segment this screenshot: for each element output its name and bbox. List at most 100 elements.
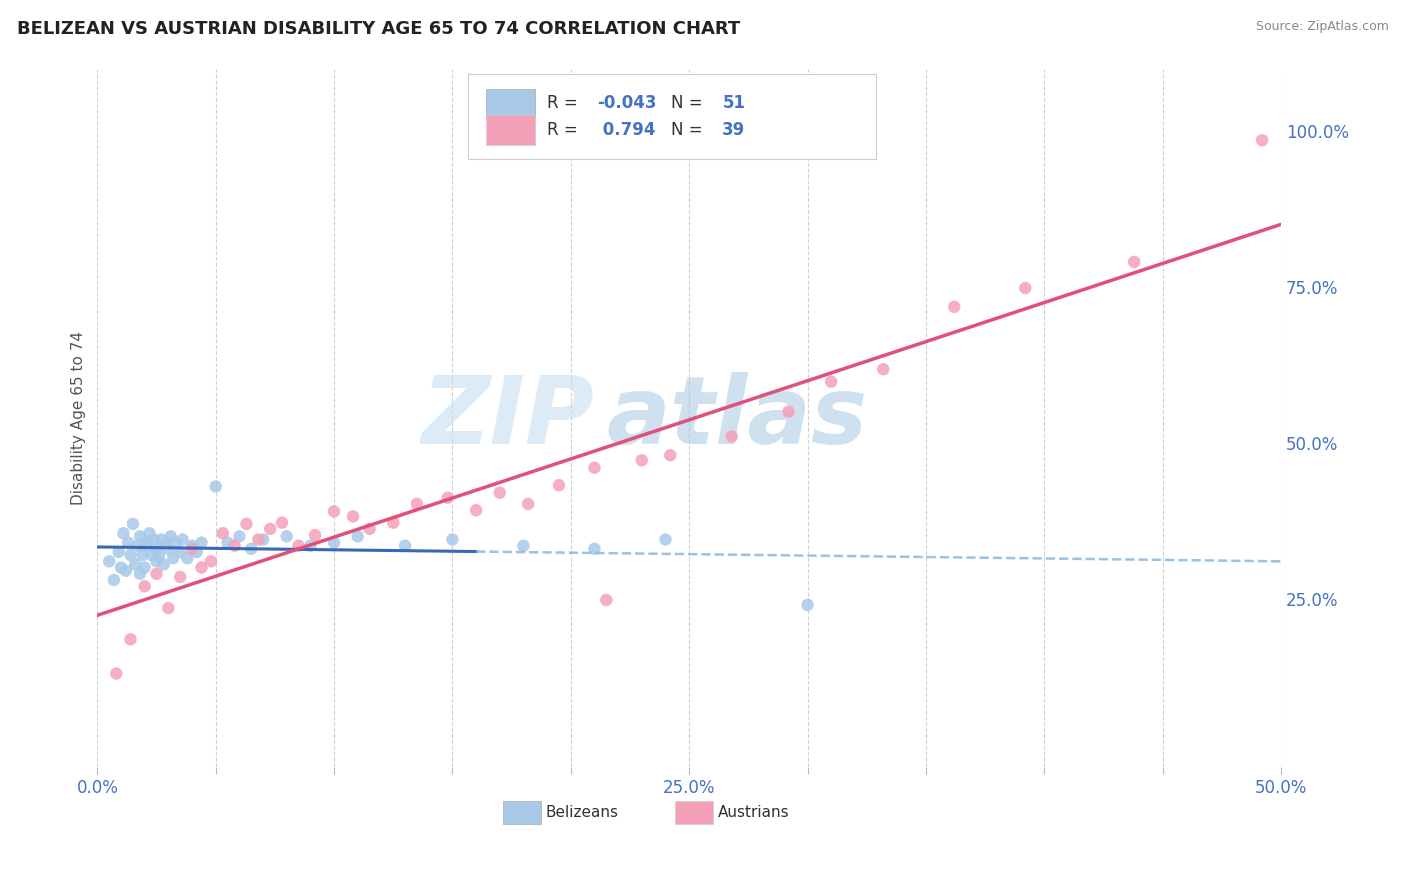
Point [165, 535, 187, 549]
Point [176, 551, 198, 566]
Text: R =: R = [547, 95, 583, 112]
Text: -0.043: -0.043 [596, 95, 657, 112]
FancyBboxPatch shape [485, 115, 536, 145]
Point [138, 526, 160, 541]
Point [259, 522, 281, 536]
Text: Belizeans: Belizeans [546, 805, 619, 820]
Point [299, 539, 322, 553]
Point [382, 516, 405, 530]
Point [820, 375, 842, 389]
Text: Austrians: Austrians [717, 805, 789, 820]
Point [441, 533, 464, 547]
Point [162, 551, 184, 566]
FancyBboxPatch shape [503, 801, 541, 824]
Point [1014, 281, 1036, 295]
Point [186, 545, 208, 559]
Point [1251, 133, 1274, 147]
Point [394, 539, 416, 553]
FancyBboxPatch shape [675, 801, 713, 824]
Point [720, 429, 742, 443]
Point [217, 535, 239, 549]
Point [512, 539, 534, 553]
Point [105, 666, 128, 681]
Text: 39: 39 [723, 121, 745, 139]
Y-axis label: Disability Age 65 to 74: Disability Age 65 to 74 [72, 331, 86, 505]
Point [110, 560, 132, 574]
Point [157, 601, 180, 615]
Point [150, 533, 173, 547]
Point [103, 573, 125, 587]
Point [152, 558, 174, 572]
Point [583, 460, 606, 475]
Point [406, 497, 429, 511]
Point [240, 541, 263, 556]
Point [134, 539, 156, 553]
Point [127, 539, 149, 553]
Text: Source: ZipAtlas.com: Source: ZipAtlas.com [1256, 20, 1389, 33]
Point [172, 533, 194, 547]
Point [235, 516, 257, 531]
Point [271, 516, 294, 530]
FancyBboxPatch shape [468, 74, 876, 160]
Point [129, 566, 152, 581]
Point [169, 570, 191, 584]
Point [190, 560, 212, 574]
Point [630, 453, 652, 467]
Point [287, 539, 309, 553]
Point [120, 548, 142, 562]
Point [323, 535, 346, 549]
Point [276, 529, 298, 543]
Point [145, 554, 167, 568]
Point [465, 503, 488, 517]
Point [224, 539, 246, 553]
Point [169, 545, 191, 559]
Point [548, 478, 571, 492]
Point [148, 548, 170, 562]
Point [143, 533, 166, 547]
Point [488, 485, 510, 500]
Point [131, 548, 153, 562]
Point [200, 554, 222, 568]
Point [136, 535, 159, 549]
Point [190, 535, 212, 549]
Point [129, 529, 152, 543]
Point [252, 533, 274, 547]
Point [436, 491, 458, 505]
Point [117, 535, 139, 549]
Point [157, 541, 180, 556]
Text: N =: N = [672, 95, 709, 112]
Point [247, 533, 270, 547]
Point [134, 579, 156, 593]
Point [211, 526, 233, 541]
Point [155, 535, 177, 549]
Text: atlas: atlas [606, 372, 868, 464]
Point [359, 522, 381, 536]
Point [228, 529, 250, 543]
Point [342, 509, 364, 524]
Point [159, 529, 181, 543]
FancyBboxPatch shape [485, 89, 536, 118]
Point [778, 404, 800, 418]
Text: N =: N = [672, 121, 709, 139]
Point [145, 541, 167, 556]
Text: 51: 51 [723, 95, 745, 112]
Point [654, 533, 676, 547]
Point [112, 526, 135, 541]
Point [114, 564, 136, 578]
Point [120, 632, 142, 647]
Point [872, 362, 894, 376]
Point [323, 504, 346, 518]
Point [517, 497, 540, 511]
Point [181, 539, 204, 553]
Point [583, 541, 606, 556]
Point [107, 545, 129, 559]
Point [346, 529, 368, 543]
Point [141, 548, 163, 562]
Point [659, 448, 682, 462]
Point [204, 479, 226, 493]
Text: BELIZEAN VS AUSTRIAN DISABILITY AGE 65 TO 74 CORRELATION CHART: BELIZEAN VS AUSTRIAN DISABILITY AGE 65 T… [17, 20, 740, 37]
Point [304, 528, 326, 542]
Text: R =: R = [547, 121, 583, 139]
Point [1123, 255, 1146, 269]
Point [98, 554, 121, 568]
